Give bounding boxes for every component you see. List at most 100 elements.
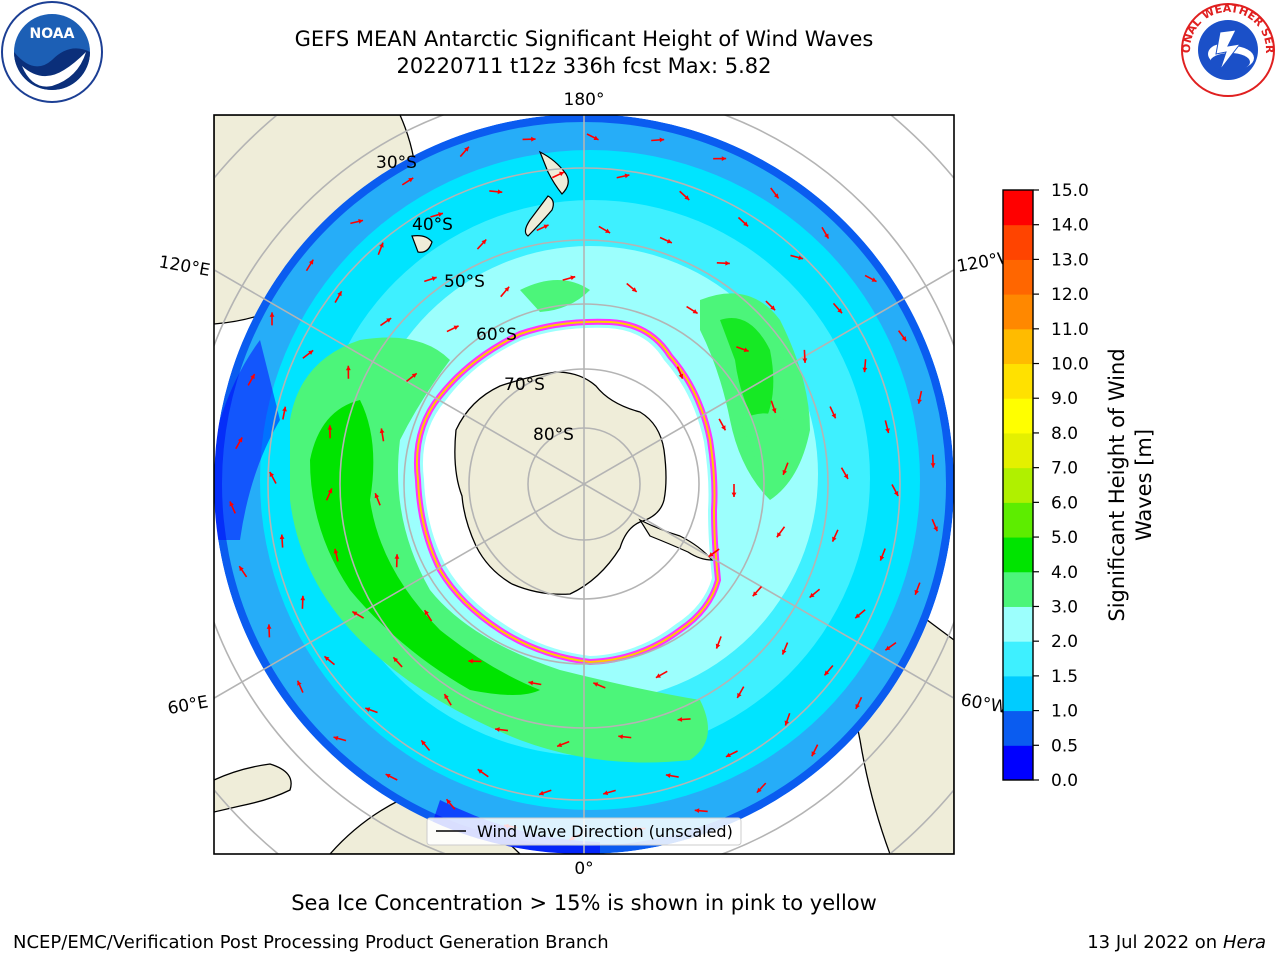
colorbar-label-line1: Significant Height of Wind — [1105, 348, 1129, 621]
wave-arrow-head — [308, 350, 314, 355]
wave-arrow-head — [468, 658, 473, 664]
wave-arrow-head — [725, 260, 730, 266]
colorbar-segment — [1003, 467, 1033, 503]
wave-arrow-head — [559, 171, 565, 177]
colorbar: 0.0 0.5 1.0 1.5 2.0 3.0 4.0 5.0 6.0 7.0 8.0 9.0 10.0… — [1002, 181, 1089, 791]
wave-arrow-head — [684, 195, 690, 200]
wave-arrow-head — [333, 548, 339, 554]
wave-arrow-head — [374, 493, 380, 499]
lat-label-30s: 30°S — [376, 153, 417, 173]
wave-arrow-head — [269, 312, 275, 317]
wave-arrow-head — [239, 566, 244, 572]
wave-arrow-head — [837, 308, 843, 314]
wave-arrow-head — [694, 808, 700, 814]
wave-arrow-head — [824, 233, 829, 239]
wave-arrow-head — [855, 613, 861, 619]
wave-arrow-head — [352, 611, 358, 616]
lon-label-0: 0° — [574, 859, 593, 879]
wave-arrow-head — [408, 177, 414, 183]
colorbar-segment — [1003, 294, 1033, 330]
wave-arrow-head — [333, 736, 339, 741]
green-belt-core — [310, 400, 540, 695]
wave-arrow-head — [893, 491, 899, 497]
wave-arrow-head — [495, 727, 500, 732]
wave-arrow-head — [708, 552, 714, 557]
wave-arrow-head — [885, 645, 891, 651]
colorbar-tick-label: 1.5 — [1051, 667, 1078, 687]
wave-arrow-head — [379, 242, 384, 248]
wave-arrow-head — [677, 717, 683, 722]
wave-arrow-head — [605, 228, 611, 233]
colorbar-tick-label: 9.0 — [1051, 389, 1078, 409]
wave-arrow-head — [655, 673, 661, 678]
wave-arrow-head — [266, 624, 272, 629]
lat-label-60s: 60°S — [476, 325, 517, 345]
wave-arrow-head — [692, 309, 698, 314]
wave-arrow-head — [394, 554, 400, 559]
wave-arrow-head — [715, 643, 721, 649]
wave-arrow-head — [438, 212, 443, 217]
wave-arrow-head — [504, 286, 510, 292]
colorbar-tick-label: 6.0 — [1051, 493, 1078, 513]
colorbar-tick-label: 11.0 — [1051, 320, 1089, 340]
wave-arrow-head — [871, 277, 877, 282]
wave-arrow-head — [411, 373, 417, 378]
wave-arrow-head — [250, 374, 255, 380]
wave-arrow-head — [308, 259, 314, 265]
colorbar-segment — [1003, 710, 1033, 746]
legend-label: Wind Wave Direction (unscaled) — [477, 822, 733, 841]
colorbar-tick-label: 0.5 — [1051, 736, 1078, 756]
colorbar-tick-label: 14.0 — [1051, 216, 1089, 236]
wave-arrow-head — [843, 473, 849, 479]
colorbar-segment — [1003, 224, 1033, 260]
lon-label-60w: 60°W — [959, 690, 1009, 718]
wave-arrow-head — [358, 219, 364, 224]
wave-arrow-head — [756, 787, 762, 793]
wave-arrow-head — [531, 136, 536, 142]
wave-arrow-head — [809, 592, 815, 598]
sea-ice-note: Sea Ice Concentration > 15% is shown in … — [291, 891, 877, 915]
wave-arrow-head — [464, 146, 469, 152]
wave-arrow-head — [345, 365, 351, 371]
wave-arrow-head — [678, 373, 684, 379]
colorbar-segment — [1003, 571, 1033, 607]
colorbar-segment — [1003, 363, 1033, 399]
wave-arrow-head — [752, 591, 758, 597]
land-africa — [214, 763, 292, 813]
wave-arrow-head — [782, 649, 787, 655]
nws-logo: NATIONAL WEATHER SERVICE — [1176, 0, 1276, 97]
colorbar-tick-label: 10.0 — [1051, 355, 1089, 375]
wave-arrow-head — [811, 751, 816, 757]
colorbar-tick-label: 0.0 — [1051, 771, 1078, 791]
wave-arrow-head — [282, 406, 287, 412]
wave-arrow-head — [386, 318, 392, 323]
wave-arrow-head — [737, 692, 742, 698]
colorbar-tick-label: 1.0 — [1051, 702, 1078, 722]
wave-arrow-head — [538, 790, 544, 796]
wave-arrow-head — [855, 703, 860, 709]
wave-arrow-head — [237, 437, 243, 443]
map-legend: Wind Wave Direction (unscaled) — [426, 817, 742, 846]
colorbar-segment — [1003, 398, 1033, 434]
wave-arrow-head — [481, 239, 487, 245]
lat-label-40s: 40°S — [412, 215, 453, 235]
graticule — [214, 115, 954, 854]
wave-arrow-head — [593, 135, 599, 141]
wave-arrow-head — [279, 534, 285, 540]
colorbar-frame — [1002, 189, 1034, 781]
colorbar-tick-label: 12.0 — [1051, 285, 1089, 305]
lat-label-50s: 50°S — [444, 272, 485, 292]
wave-arrow-head — [624, 173, 630, 179]
wave-arrow-head — [862, 367, 868, 373]
colorbar-segment — [1003, 641, 1033, 677]
wave-arrow-head — [477, 769, 483, 774]
wave-arrow-head — [543, 224, 549, 229]
colorbar-tick-label: 4.0 — [1051, 563, 1078, 583]
wave-arrow-head — [659, 137, 665, 143]
wave-arrow-head — [901, 336, 907, 342]
wave-arrow-head — [824, 670, 830, 676]
wave-arrow-head — [603, 790, 609, 796]
wave-arrow-head — [798, 255, 804, 260]
colorbar-segment — [1003, 328, 1033, 365]
